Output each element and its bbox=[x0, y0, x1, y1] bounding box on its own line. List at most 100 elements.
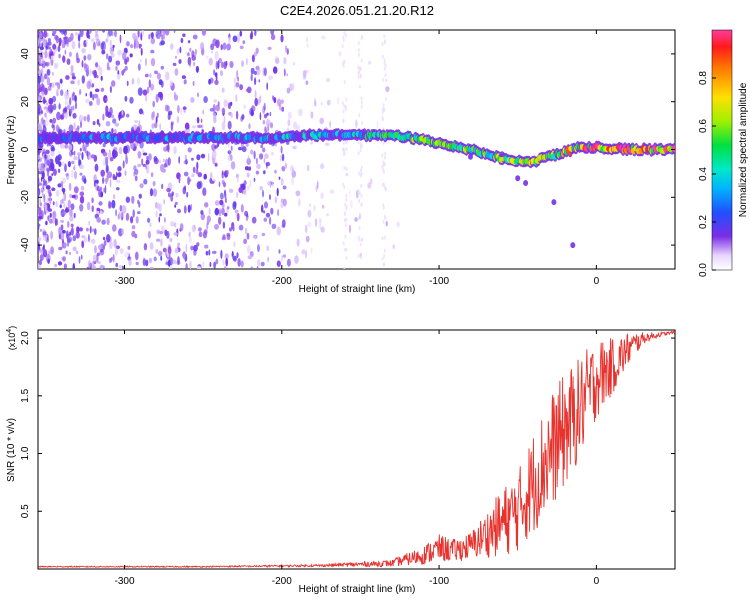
speckle bbox=[42, 38, 47, 48]
streak bbox=[361, 238, 364, 243]
speckle bbox=[305, 235, 310, 243]
speckle bbox=[90, 38, 95, 43]
speckle bbox=[63, 202, 66, 209]
speckle bbox=[89, 69, 92, 76]
streak bbox=[358, 171, 361, 176]
speckle bbox=[52, 201, 55, 206]
speckle bbox=[62, 55, 66, 63]
streak bbox=[381, 153, 384, 158]
speckle bbox=[112, 194, 116, 200]
streak bbox=[383, 58, 386, 62]
speckle bbox=[121, 228, 124, 235]
streak bbox=[358, 84, 361, 89]
streak bbox=[345, 166, 348, 171]
speckle bbox=[111, 199, 116, 209]
speckle bbox=[184, 154, 187, 160]
y-tick-label: 1.0 bbox=[20, 446, 31, 460]
streak bbox=[384, 248, 386, 253]
speckle bbox=[206, 55, 209, 59]
streak bbox=[360, 165, 363, 170]
speckle bbox=[65, 173, 69, 177]
speckle bbox=[134, 233, 138, 239]
speckle bbox=[39, 228, 43, 232]
speckle bbox=[106, 234, 111, 243]
speckle bbox=[254, 70, 257, 76]
speckle bbox=[118, 264, 123, 269]
speckle bbox=[225, 257, 228, 267]
speckle bbox=[98, 244, 102, 251]
speckle bbox=[59, 30, 63, 33]
speckle bbox=[191, 173, 195, 178]
streak bbox=[345, 140, 348, 145]
speckle bbox=[105, 38, 109, 43]
speckle bbox=[145, 94, 148, 102]
speckle bbox=[170, 193, 174, 202]
speckle bbox=[101, 219, 106, 225]
speckle bbox=[269, 111, 272, 117]
speckle bbox=[134, 175, 138, 182]
speckle bbox=[108, 55, 113, 63]
speckle bbox=[60, 212, 63, 216]
speckle bbox=[137, 151, 142, 159]
speckle bbox=[47, 208, 53, 212]
speckle bbox=[284, 162, 288, 169]
speckle bbox=[196, 161, 199, 171]
speckle bbox=[43, 194, 46, 203]
streak bbox=[359, 213, 362, 217]
speckle bbox=[58, 246, 63, 251]
speckle bbox=[89, 225, 92, 234]
speckle bbox=[239, 45, 244, 50]
speckle bbox=[173, 146, 177, 155]
speckle bbox=[44, 120, 49, 126]
speckle bbox=[115, 262, 118, 268]
speckle bbox=[61, 243, 64, 249]
speckle bbox=[91, 205, 94, 213]
speckle bbox=[319, 221, 322, 231]
speckle bbox=[63, 36, 68, 40]
speckle bbox=[66, 58, 71, 65]
speckle bbox=[155, 210, 158, 218]
speckle bbox=[100, 75, 103, 81]
speckle bbox=[49, 218, 53, 224]
speckle bbox=[115, 247, 118, 256]
speckle bbox=[69, 231, 71, 236]
speckle bbox=[249, 107, 254, 116]
speckle bbox=[245, 216, 249, 222]
speckle bbox=[211, 150, 217, 158]
speckle bbox=[96, 118, 100, 125]
speckle bbox=[52, 43, 57, 50]
speckle bbox=[79, 147, 82, 152]
speckle bbox=[278, 249, 281, 254]
speckle bbox=[214, 51, 219, 60]
speckle bbox=[313, 205, 316, 211]
speckle bbox=[62, 256, 66, 262]
speckle bbox=[47, 38, 52, 43]
speckle bbox=[232, 201, 237, 210]
speckle bbox=[95, 30, 98, 37]
speckle bbox=[260, 144, 264, 149]
speckle bbox=[153, 156, 158, 162]
speckle bbox=[70, 203, 75, 210]
speckle bbox=[43, 178, 46, 186]
speckle bbox=[219, 199, 224, 206]
speckle bbox=[212, 103, 216, 113]
speckle bbox=[47, 85, 52, 92]
speckle bbox=[60, 181, 64, 185]
streak bbox=[360, 96, 363, 101]
speckle bbox=[165, 261, 169, 266]
speckle bbox=[190, 245, 194, 251]
speckle bbox=[227, 120, 232, 130]
speckle bbox=[279, 154, 282, 162]
speckle bbox=[81, 240, 85, 249]
speckle bbox=[38, 69, 42, 76]
speckle bbox=[113, 173, 115, 180]
speckle bbox=[72, 263, 75, 269]
ridge-blob bbox=[671, 145, 675, 152]
speckle bbox=[185, 263, 188, 269]
speckle bbox=[43, 30, 47, 39]
speckle bbox=[124, 95, 128, 102]
speckle bbox=[227, 154, 231, 162]
speckle bbox=[310, 141, 313, 145]
speckle bbox=[174, 204, 177, 208]
speckle bbox=[269, 122, 274, 129]
